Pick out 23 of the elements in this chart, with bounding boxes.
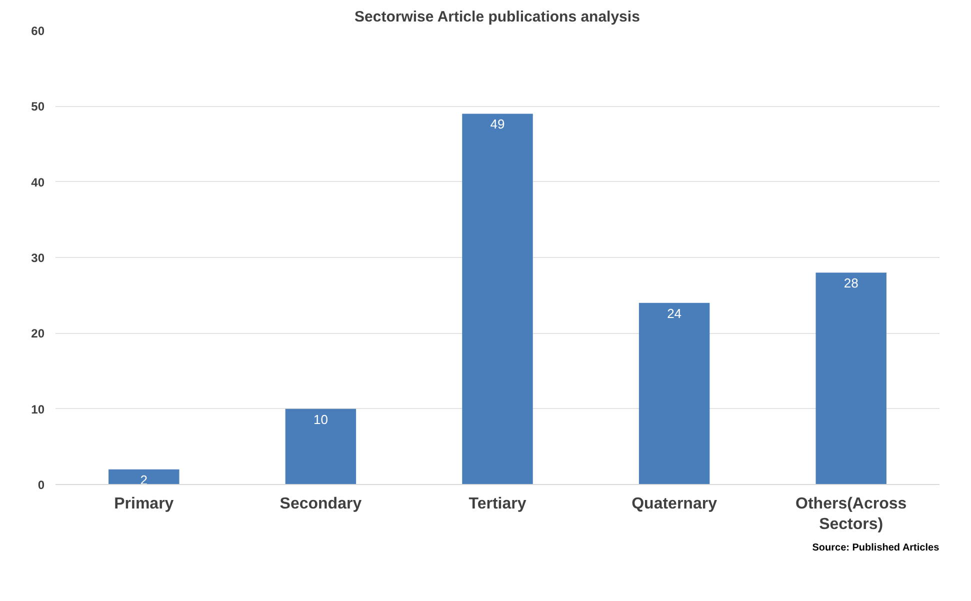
x-tick-label: Primary <box>114 496 174 512</box>
data-label: 24 <box>667 306 682 321</box>
y-tick-label: 30 <box>31 251 45 265</box>
y-tick-label: 50 <box>31 100 45 114</box>
x-tick-label: Secondary <box>280 496 362 512</box>
y-tick-label: 40 <box>31 175 45 190</box>
data-label: 49 <box>490 116 505 132</box>
y-tick-label: 0 <box>38 478 45 492</box>
x-tick-label: Tertiary <box>468 496 526 512</box>
source-note: Source: Published Articles <box>812 542 940 554</box>
bar <box>108 469 180 484</box>
data-label: 28 <box>844 276 858 291</box>
bar <box>285 408 356 484</box>
data-label: 10 <box>313 412 328 427</box>
bar <box>462 114 533 484</box>
bar <box>816 272 886 484</box>
y-tick-label: 60 <box>31 24 45 38</box>
x-tick-label: Quaternary <box>632 496 718 512</box>
y-tick-label: 20 <box>31 326 45 341</box>
x-tick-label: Others(Across Sectors) <box>796 496 907 533</box>
y-tick-label: 10 <box>31 402 45 416</box>
chart-title: Sectorwise Article publications analysis <box>354 8 640 26</box>
bar <box>638 302 710 484</box>
